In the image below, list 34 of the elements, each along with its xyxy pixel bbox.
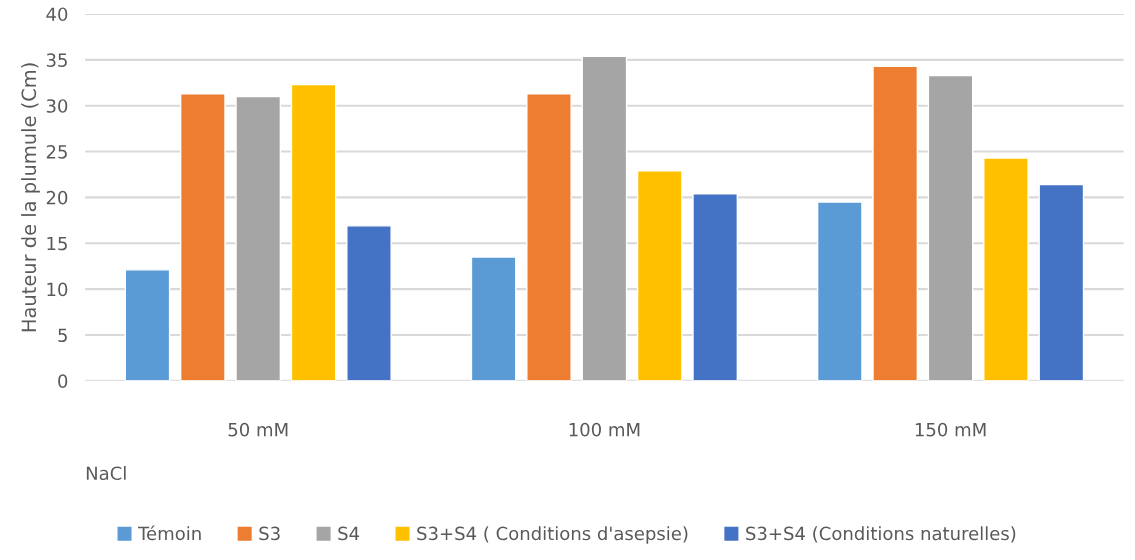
x-tick-label: 50 mM: [228, 422, 288, 437]
bar: [470, 256, 517, 381]
legend-label: S3: [259, 526, 280, 541]
bar: [290, 83, 337, 381]
bar: [983, 157, 1029, 381]
bar: [581, 55, 628, 381]
legend-label: S3+S4 (Conditions naturelles): [746, 526, 1016, 543]
legend-label: S4: [338, 526, 360, 541]
bar: [526, 93, 572, 381]
bar: [872, 65, 919, 381]
y-axis-title: Hauteur de la plumule (Cm): [21, 63, 40, 332]
bar: [927, 74, 974, 381]
legend-label: S3+S4 ( Conditions d'asepsie): [417, 526, 688, 544]
bar: [636, 170, 683, 381]
bar: [816, 201, 863, 381]
x-tick-label: 100 mM: [569, 422, 640, 437]
y-tick-label: 20: [46, 190, 68, 205]
y-tick-label: 0: [58, 374, 68, 388]
bar: [124, 269, 171, 381]
y-tick-label: 10: [47, 282, 68, 297]
bar: [179, 93, 226, 381]
bar: [235, 95, 282, 381]
x-axis-title: NaCl: [86, 466, 126, 481]
bar: [692, 193, 739, 381]
bar: [346, 225, 392, 381]
legend-label: Témoin: [138, 525, 201, 541]
y-tick-label: 25: [46, 145, 67, 159]
y-tick-label: 35: [46, 53, 67, 67]
y-tick-label: 5: [58, 328, 67, 343]
y-tick-label: 15: [47, 236, 67, 251]
bar: [1038, 183, 1085, 381]
y-tick-label: 30: [46, 99, 68, 113]
y-tick-label: 40: [46, 7, 68, 22]
x-tick-label: 150 mM: [915, 422, 986, 437]
